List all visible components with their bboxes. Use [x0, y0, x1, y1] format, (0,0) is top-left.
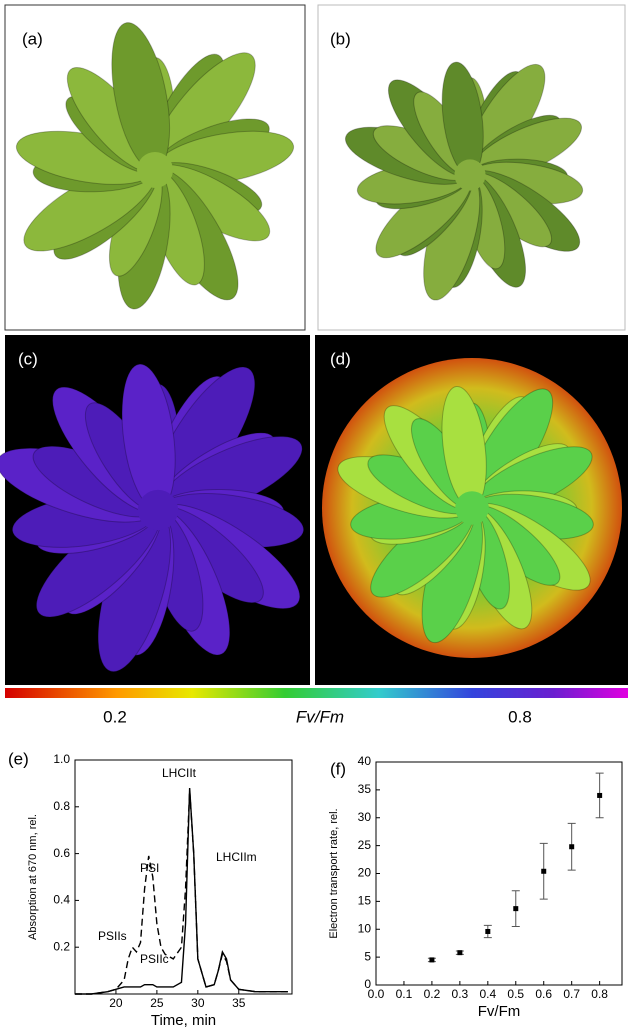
y-tick-label: 25	[358, 838, 372, 852]
leaf-center	[138, 490, 178, 530]
panel-label: (a)	[22, 29, 43, 48]
colorbar-tick: 0.8	[508, 707, 532, 726]
annotation: PSI	[140, 861, 159, 875]
page: (a) (b) (c) (d) 0.2 Fv/Fm 0.8 (e) (f) 20…	[0, 0, 630, 1033]
colorbar-tick: 0.2	[103, 707, 127, 726]
y-tick-label: 0.4	[53, 893, 70, 907]
panel-label: (f)	[330, 759, 346, 778]
figure: (a) (b) (c) (d) 0.2 Fv/Fm 0.8 (e) (f) 20…	[0, 0, 630, 1033]
y-tick-label: 0	[364, 977, 371, 991]
y-tick-label: 40	[358, 754, 372, 768]
plot-frame	[376, 762, 622, 985]
annotation: LHCIIm	[216, 850, 257, 864]
point	[429, 957, 434, 962]
x-axis-label: Fv/Fm	[478, 1003, 521, 1020]
point	[513, 906, 518, 911]
point	[597, 793, 602, 798]
panel-label: (c)	[18, 349, 38, 368]
y-tick-label: 10	[358, 921, 372, 935]
y-axis-label: Electron transport rate, rel.	[328, 808, 340, 938]
leaf-center	[454, 159, 485, 190]
panel-label: (d)	[330, 349, 351, 368]
x-tick-label: 0.5	[507, 987, 524, 1001]
y-tick-label: 1.0	[53, 752, 70, 766]
y-tick-label: 0.8	[53, 799, 70, 813]
y-tick-label: 0.2	[53, 939, 70, 953]
leaf-center	[137, 152, 173, 188]
y-tick-label: 20	[358, 866, 372, 880]
panel-label: (e)	[8, 749, 29, 768]
annotation: PSIIs	[98, 929, 127, 943]
y-axis-label: Absorption at 670 nm, rel.	[27, 814, 39, 940]
line	[75, 788, 288, 994]
y-tick-label: 5	[364, 949, 371, 963]
panel-label: (b)	[330, 29, 351, 48]
x-tick-label: 20	[109, 996, 123, 1010]
x-tick-label: 30	[191, 996, 205, 1010]
x-tick-label: 0.1	[396, 987, 413, 1001]
point	[457, 950, 462, 955]
point	[485, 929, 490, 934]
colorbar	[5, 688, 628, 698]
y-tick-label: 15	[358, 894, 372, 908]
x-tick-label: 0.8	[591, 987, 608, 1001]
x-tick-label: 0.4	[479, 987, 496, 1001]
x-tick-label: 0.6	[535, 987, 552, 1001]
y-tick-label: 35	[358, 782, 372, 796]
point	[569, 844, 574, 849]
x-tick-label: 0.3	[452, 987, 469, 1001]
x-tick-label: 0.7	[563, 987, 580, 1001]
x-tick-label: 0.2	[424, 987, 441, 1001]
x-axis-label: Time, min	[151, 1012, 216, 1029]
x-tick-label: 25	[150, 996, 164, 1010]
leaf-center	[455, 491, 489, 525]
line	[75, 790, 288, 994]
colorbar-label: Fv/Fm	[296, 707, 344, 726]
y-tick-label: 30	[358, 810, 372, 824]
y-tick-label: 0.6	[53, 846, 70, 860]
point	[541, 869, 546, 874]
annotation: LHCIIt	[162, 766, 197, 780]
annotation: PSIIc	[140, 952, 169, 966]
x-tick-label: 35	[232, 996, 246, 1010]
